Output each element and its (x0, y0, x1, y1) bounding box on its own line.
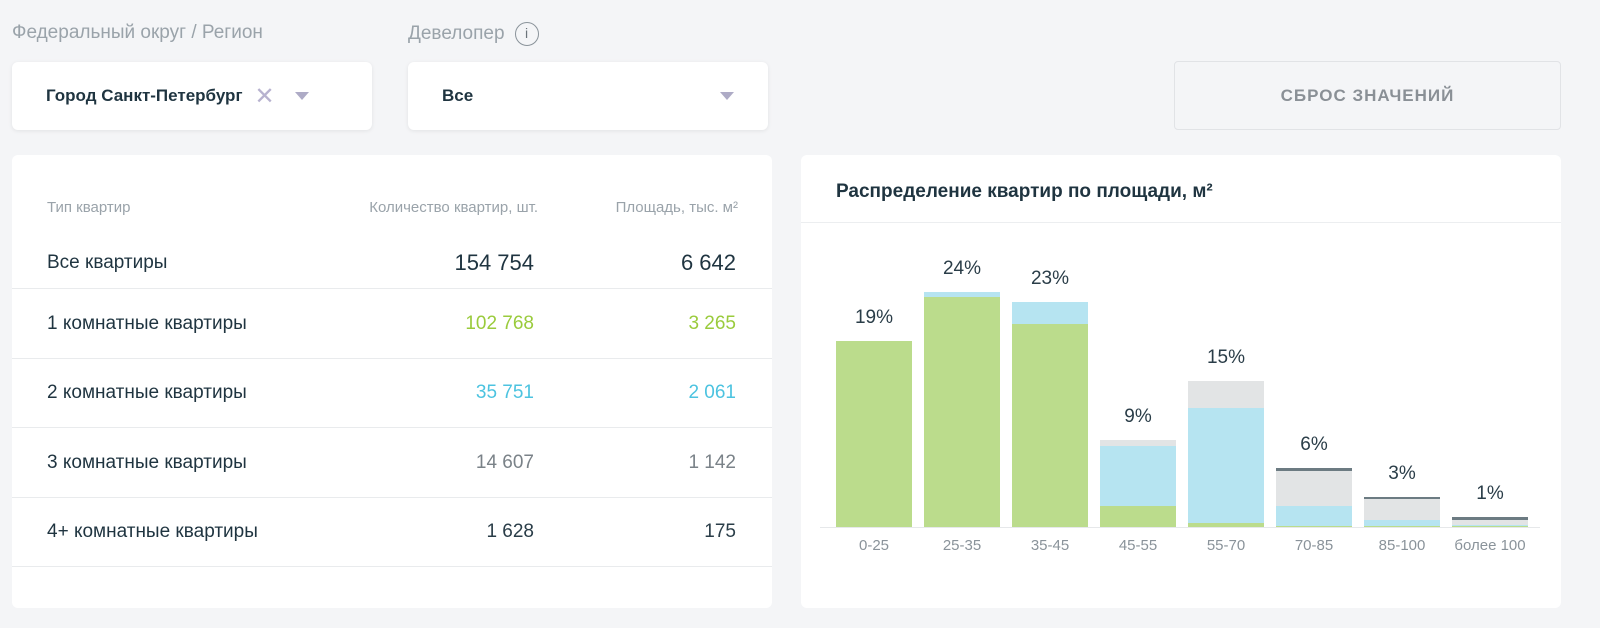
chevron-down-icon[interactable] (294, 92, 309, 100)
bar-label: 24% (942, 258, 982, 279)
header-type: Тип квартир (47, 199, 131, 216)
reset-button[interactable]: СБРОС ЗНАЧЕНИЙ (1174, 61, 1561, 130)
bar-segment[interactable] (1188, 381, 1264, 408)
header-count: Количество квартир, шт. (369, 199, 538, 216)
developer-select[interactable]: Все (408, 62, 768, 130)
bar-segment[interactable] (1100, 439, 1176, 446)
chart-title: Распределение квартир по площади, м² (836, 181, 1213, 202)
row-count: 154 754 (454, 250, 534, 275)
developer-label-text: Девелопер (408, 23, 505, 45)
clear-icon[interactable]: ✕ (254, 82, 275, 110)
x-tick-label: 0-25 (858, 537, 890, 554)
row-area: 2 061 (688, 382, 736, 403)
row-area: 1 142 (688, 451, 736, 473)
info-icon[interactable]: i (514, 22, 539, 46)
developer-label: Девелопер i (408, 22, 539, 46)
bar-segment[interactable] (1452, 517, 1528, 521)
bar-segment[interactable] (1364, 520, 1440, 527)
bar-segment[interactable] (924, 292, 1000, 297)
apartments-table-card (12, 155, 772, 608)
table-row: 2 комнатные квартиры 35 751 2 061 (12, 357, 772, 428)
bar-segment[interactable] (1188, 407, 1264, 524)
bar-label: 9% (1124, 405, 1152, 427)
row-count: 14 607 (475, 451, 534, 473)
x-tick-label: более 100 (1454, 537, 1526, 554)
table-row: Все квартиры 154 754 6 642 (12, 228, 772, 298)
bar-segment[interactable] (1276, 526, 1352, 527)
bar-segment[interactable] (1364, 496, 1440, 499)
bar-segment[interactable] (1276, 506, 1352, 527)
bar-segment[interactable] (1100, 506, 1176, 527)
bar-segment[interactable] (1364, 498, 1440, 521)
region-select[interactable]: Город Санкт-Петербург ✕ (12, 62, 372, 130)
bar-label: 19% (854, 306, 894, 328)
developer-value: Все (442, 86, 474, 105)
x-tick-label: 55-70 (1206, 537, 1246, 554)
row-count: 102 768 (465, 312, 534, 334)
divider (801, 222, 1561, 223)
bar-segment[interactable] (1364, 526, 1440, 527)
x-tick-label: 45-55 (1118, 537, 1158, 554)
bar-label: 15% (1206, 347, 1246, 369)
table-row: 4+ комнатные квартиры 1 628 175 (12, 496, 772, 567)
row-area: 175 (704, 521, 736, 542)
table-row: 1 комнатные квартиры 102 768 3 265 (12, 288, 772, 358)
row-count: 1 628 (486, 521, 534, 542)
row-count: 35 751 (475, 382, 534, 403)
bar-segment[interactable] (1452, 520, 1528, 526)
x-axis (820, 527, 1540, 528)
x-tick-label: 25-35 (942, 537, 982, 554)
row-type: Все квартиры (47, 252, 168, 273)
bar-segment[interactable] (1276, 471, 1352, 507)
divider (12, 566, 772, 567)
bar-label: 23% (1030, 267, 1070, 289)
bar-segment[interactable] (1452, 526, 1528, 527)
bar-segment[interactable] (1452, 525, 1528, 526)
region-value: Город Санкт-Петербург (46, 86, 243, 105)
bar-segment[interactable] (1276, 468, 1352, 472)
x-tick-label: 85-100 (1378, 537, 1426, 554)
bar-label: 1% (1476, 483, 1504, 505)
row-area: 6 642 (680, 250, 736, 275)
bar-label: 3% (1388, 462, 1416, 484)
bar-segment[interactable] (1100, 445, 1176, 507)
x-tick-label: 35-45 (1030, 537, 1070, 554)
bar-segment[interactable] (1012, 301, 1088, 325)
bar-segment[interactable] (836, 340, 912, 527)
row-type: 4+ комнатные квартиры (47, 521, 258, 542)
header-area: Площадь, тыс. м² (615, 199, 738, 216)
table-row: 3 комнатные квартиры 14 607 1 142 (12, 427, 772, 497)
row-area: 3 265 (688, 312, 736, 334)
bar-segment[interactable] (1188, 523, 1264, 527)
bar-segment[interactable] (924, 296, 1000, 527)
row-type: 1 комнатные квартиры (47, 312, 247, 334)
bar-label: 6% (1300, 434, 1328, 456)
chevron-down-icon[interactable] (720, 92, 734, 100)
bar-segment[interactable] (1012, 324, 1088, 527)
x-tick-label: 70-85 (1294, 537, 1334, 554)
region-label: Федеральный округ / Регион (12, 22, 263, 43)
row-type: 2 комнатные квартиры (47, 382, 247, 403)
row-type: 3 комнатные квартиры (47, 451, 247, 473)
